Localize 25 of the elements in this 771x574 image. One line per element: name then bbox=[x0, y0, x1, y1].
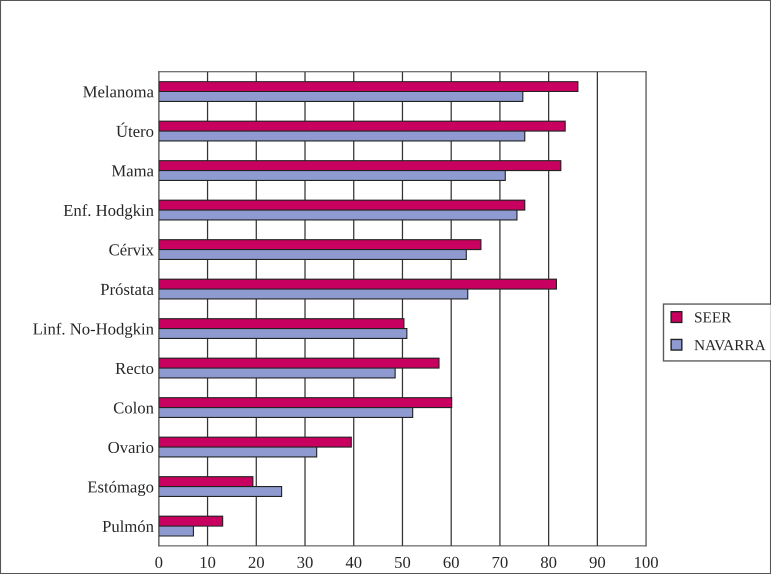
y-tick-label: Útero bbox=[116, 122, 154, 137]
legend-label: SEER bbox=[695, 312, 732, 323]
x-tick-label: 20 bbox=[248, 556, 264, 568]
y-tick-label: Estómago bbox=[88, 480, 154, 496]
x-tick-label: 10 bbox=[200, 556, 216, 568]
x-tick-label: 50 bbox=[395, 556, 410, 568]
y-tick-label: Recto bbox=[116, 362, 154, 374]
x-tick-label: 80 bbox=[540, 556, 556, 568]
y-tick-label: Melanoma bbox=[83, 86, 154, 98]
y-tick-label: Mama bbox=[112, 165, 154, 176]
x-tick-label: 70 bbox=[492, 556, 508, 568]
y-tick-label: Colon bbox=[114, 402, 154, 414]
x-tick-label: 0 bbox=[155, 556, 162, 568]
y-tick-label: Enf. Hodgkin bbox=[64, 204, 154, 220]
y-tick-label: Próstata bbox=[100, 283, 154, 296]
y-tick-label: Cérvix bbox=[109, 244, 154, 256]
y-tick-label: Pulmón bbox=[102, 520, 154, 532]
x-tick-label: 60 bbox=[444, 556, 459, 568]
x-tick-label: 90 bbox=[590, 556, 606, 568]
legend-label: NAVARRA bbox=[694, 340, 766, 350]
x-tick-label: 100 bbox=[635, 556, 658, 568]
y-tick-label: Linf. No-Hodgkin bbox=[33, 322, 154, 338]
x-tick-label: 40 bbox=[346, 556, 362, 568]
y-tick-label: Ovario bbox=[108, 442, 154, 454]
x-tick-label: 30 bbox=[297, 556, 313, 568]
